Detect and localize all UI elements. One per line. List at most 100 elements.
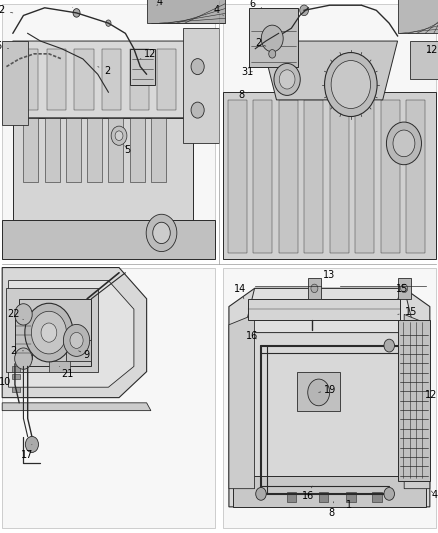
Text: 19: 19 xyxy=(319,385,336,395)
Circle shape xyxy=(191,102,204,118)
Circle shape xyxy=(384,488,395,500)
Circle shape xyxy=(41,323,57,342)
Polygon shape xyxy=(406,100,425,253)
Polygon shape xyxy=(157,49,177,110)
Text: 10: 10 xyxy=(0,377,15,387)
Circle shape xyxy=(384,339,395,352)
Circle shape xyxy=(269,50,276,58)
Circle shape xyxy=(393,130,415,157)
Bar xyxy=(223,4,436,259)
Text: 16: 16 xyxy=(302,486,314,500)
Circle shape xyxy=(300,5,308,15)
Bar xyxy=(12,387,20,392)
Text: 15: 15 xyxy=(396,284,408,299)
Polygon shape xyxy=(130,118,145,182)
Text: 2: 2 xyxy=(98,66,110,76)
Polygon shape xyxy=(244,288,415,333)
Circle shape xyxy=(153,222,170,244)
Bar xyxy=(223,268,436,528)
Circle shape xyxy=(106,20,111,26)
Circle shape xyxy=(308,379,330,406)
Polygon shape xyxy=(223,92,436,259)
Text: 6: 6 xyxy=(250,0,261,9)
Circle shape xyxy=(64,325,90,357)
Polygon shape xyxy=(253,100,272,253)
Text: 17: 17 xyxy=(21,445,34,460)
Circle shape xyxy=(274,63,300,95)
Text: 6: 6 xyxy=(0,41,9,51)
Polygon shape xyxy=(2,268,147,398)
Bar xyxy=(319,492,328,502)
Circle shape xyxy=(25,437,39,453)
Text: 2: 2 xyxy=(255,38,266,49)
Text: 15: 15 xyxy=(398,306,417,317)
Text: 21: 21 xyxy=(60,366,74,379)
Polygon shape xyxy=(109,118,123,182)
Polygon shape xyxy=(304,100,323,253)
Text: 5: 5 xyxy=(124,145,131,155)
Polygon shape xyxy=(19,299,92,366)
Polygon shape xyxy=(297,372,340,410)
Circle shape xyxy=(191,59,204,75)
Text: 4: 4 xyxy=(156,0,162,7)
Polygon shape xyxy=(66,341,92,361)
Polygon shape xyxy=(229,314,254,489)
Polygon shape xyxy=(248,299,400,320)
Circle shape xyxy=(14,348,32,369)
Circle shape xyxy=(279,70,295,89)
Bar xyxy=(286,492,296,502)
Circle shape xyxy=(146,214,177,252)
Text: 12: 12 xyxy=(424,390,437,400)
Bar xyxy=(12,366,20,372)
Polygon shape xyxy=(381,100,400,253)
Polygon shape xyxy=(7,41,204,118)
Polygon shape xyxy=(2,41,28,125)
Polygon shape xyxy=(9,280,134,387)
Polygon shape xyxy=(130,49,155,85)
Polygon shape xyxy=(74,49,94,110)
Text: 13: 13 xyxy=(323,270,336,280)
Text: 1: 1 xyxy=(360,0,367,5)
Circle shape xyxy=(73,9,80,17)
Polygon shape xyxy=(249,8,298,67)
Text: 8: 8 xyxy=(328,502,335,519)
Text: 2: 2 xyxy=(0,5,13,15)
Text: 22: 22 xyxy=(7,309,24,320)
Text: 14: 14 xyxy=(234,284,247,299)
Circle shape xyxy=(311,284,318,293)
Polygon shape xyxy=(404,314,430,489)
Polygon shape xyxy=(7,288,98,372)
Polygon shape xyxy=(229,288,430,507)
Polygon shape xyxy=(183,28,219,143)
Polygon shape xyxy=(398,278,410,299)
Bar xyxy=(372,492,382,502)
Polygon shape xyxy=(398,320,430,481)
Circle shape xyxy=(111,126,127,146)
Circle shape xyxy=(25,303,73,362)
Circle shape xyxy=(256,488,266,500)
Bar xyxy=(2,4,215,259)
Text: 16: 16 xyxy=(246,331,258,341)
Polygon shape xyxy=(261,41,398,100)
Polygon shape xyxy=(102,49,121,110)
Polygon shape xyxy=(151,118,166,182)
Circle shape xyxy=(261,25,283,52)
Polygon shape xyxy=(66,118,81,182)
Text: 9: 9 xyxy=(79,350,90,360)
Polygon shape xyxy=(87,118,102,182)
Polygon shape xyxy=(329,100,349,253)
Polygon shape xyxy=(355,100,374,253)
Polygon shape xyxy=(49,361,70,372)
Text: 12: 12 xyxy=(426,45,438,54)
Polygon shape xyxy=(24,118,38,182)
Polygon shape xyxy=(13,118,194,220)
Bar xyxy=(2,268,215,528)
Text: 2: 2 xyxy=(11,346,24,356)
Polygon shape xyxy=(130,49,149,110)
Polygon shape xyxy=(410,41,438,79)
Text: 8: 8 xyxy=(238,90,249,100)
Text: 4: 4 xyxy=(214,5,223,15)
Polygon shape xyxy=(47,49,66,110)
Circle shape xyxy=(325,53,377,117)
Polygon shape xyxy=(15,314,32,359)
